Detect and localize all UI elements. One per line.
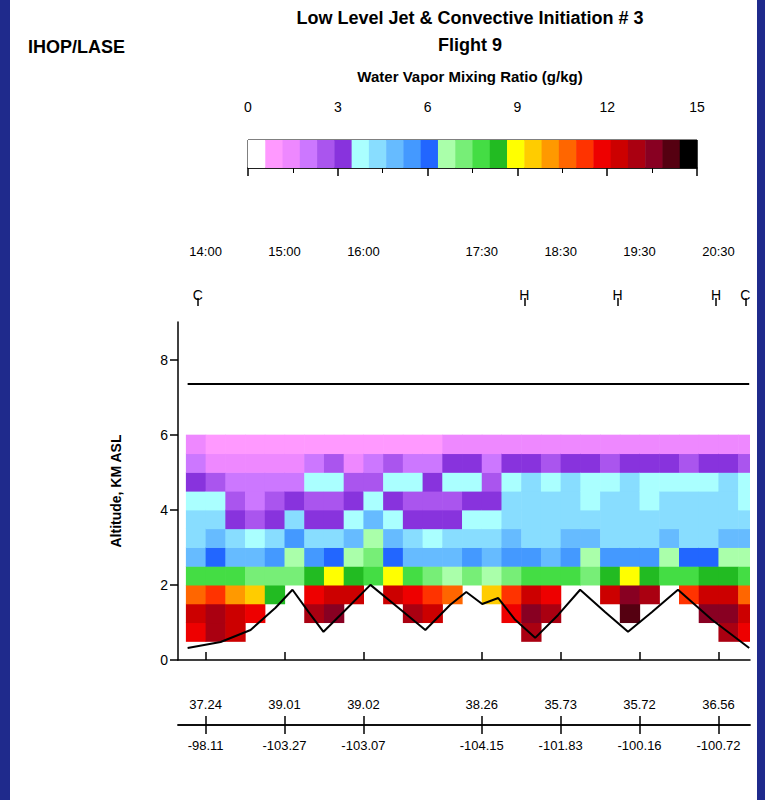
svg-text:6: 6 xyxy=(160,427,168,443)
svg-text:H: H xyxy=(612,287,622,303)
svg-text:IHOP/LASE: IHOP/LASE xyxy=(28,37,125,57)
svg-text:12: 12 xyxy=(599,99,615,115)
svg-text:18:30: 18:30 xyxy=(544,244,577,259)
svg-text:-100.72: -100.72 xyxy=(696,738,740,753)
svg-text:3: 3 xyxy=(334,99,342,115)
svg-text:38.26: 38.26 xyxy=(465,697,498,712)
svg-text:C: C xyxy=(193,287,203,303)
svg-text:39.02: 39.02 xyxy=(347,697,380,712)
svg-text:H: H xyxy=(711,287,721,303)
svg-text:8: 8 xyxy=(160,352,168,368)
svg-text:14:00: 14:00 xyxy=(189,244,222,259)
svg-text:4: 4 xyxy=(160,502,168,518)
svg-text:9: 9 xyxy=(514,99,522,115)
svg-text:Altitude, KM ASL: Altitude, KM ASL xyxy=(108,434,124,547)
svg-text:17:30: 17:30 xyxy=(465,244,498,259)
svg-text:16:00: 16:00 xyxy=(347,244,380,259)
svg-text:36.56: 36.56 xyxy=(702,697,735,712)
svg-text:Water Vapor Mixing Ratio (g/kg: Water Vapor Mixing Ratio (g/kg) xyxy=(357,68,582,85)
svg-text:15:00: 15:00 xyxy=(268,244,301,259)
svg-text:20:30: 20:30 xyxy=(702,244,735,259)
svg-text:6: 6 xyxy=(424,99,432,115)
svg-text:35.73: 35.73 xyxy=(544,697,577,712)
svg-text:-103.07: -103.07 xyxy=(341,738,385,753)
svg-text:37.24: 37.24 xyxy=(189,697,222,712)
svg-text:H: H xyxy=(519,287,529,303)
svg-text:2: 2 xyxy=(160,577,168,593)
svg-text:19:30: 19:30 xyxy=(623,244,656,259)
svg-text:0: 0 xyxy=(160,652,168,668)
svg-text:Flight 9: Flight 9 xyxy=(438,35,502,55)
svg-text:C: C xyxy=(740,287,750,303)
svg-text:35.72: 35.72 xyxy=(623,697,656,712)
svg-text:-104.15: -104.15 xyxy=(460,738,504,753)
svg-text:-98.11: -98.11 xyxy=(188,738,224,753)
svg-text:39.01: 39.01 xyxy=(268,697,301,712)
svg-text:15: 15 xyxy=(689,99,705,115)
svg-text:-100.16: -100.16 xyxy=(617,738,661,753)
svg-text:0: 0 xyxy=(244,99,252,115)
svg-text:-101.83: -101.83 xyxy=(539,738,583,753)
svg-text:-103.27: -103.27 xyxy=(262,738,306,753)
svg-text:Low Level Jet & Convective Ini: Low Level Jet & Convective Initiation # … xyxy=(296,8,643,28)
